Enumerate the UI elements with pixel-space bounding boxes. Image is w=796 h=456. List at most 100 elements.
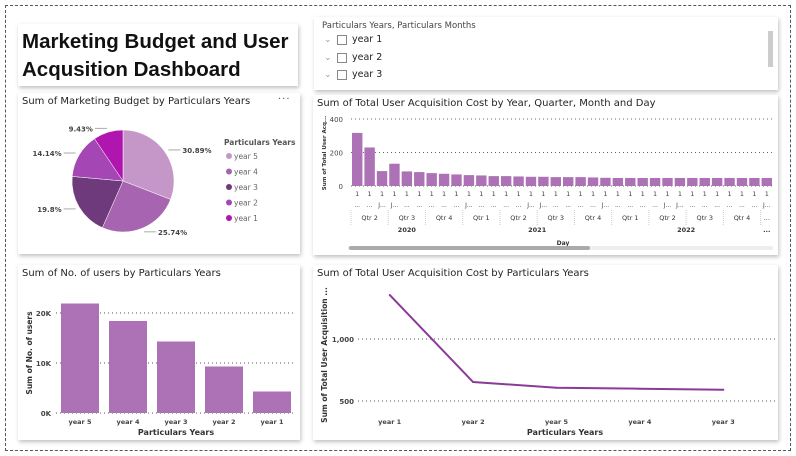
- data-point: [555, 386, 558, 389]
- legend-label: year 2: [234, 199, 258, 208]
- x-month-label: ...: [727, 202, 733, 209]
- line-chart: 500 1,000 year 1 year 2 year 5 year 4 year 3 Pa…: [320, 287, 775, 437]
- x-month-label: ...: [702, 202, 708, 209]
- legend-label: year 1: [234, 214, 258, 223]
- x-tick-label: year 3: [712, 418, 735, 426]
- bar: [687, 177, 698, 186]
- chevron-down-icon[interactable]: ⌄: [324, 69, 332, 80]
- time-bar-chart-panel: Sum of Total User Acquisition Cost by Ye…: [313, 95, 778, 255]
- pie-slice: [122, 129, 175, 200]
- bar: [761, 177, 772, 186]
- x-day-label: 1: [727, 190, 731, 198]
- x-day-label: 1: [752, 190, 756, 198]
- slicer-item-label: year 3: [352, 69, 383, 80]
- data-point: [638, 387, 641, 390]
- x-quarter-label: Qtr 3: [399, 214, 416, 222]
- more-options-icon[interactable]: ...: [278, 91, 291, 102]
- x-day-label: 1: [579, 190, 583, 198]
- x-tick-label: year 2: [462, 418, 485, 426]
- checkbox[interactable]: [337, 69, 347, 80]
- x-day-label: 1: [392, 190, 396, 198]
- slicer-item-year-1[interactable]: ⌄ year 1: [324, 34, 382, 45]
- bar: [612, 177, 624, 186]
- x-tick-label: year 5: [545, 418, 569, 426]
- data-point: [472, 381, 475, 384]
- legend-title: Particulars Years: [224, 138, 296, 147]
- x-quarter-label: Qtr 4: [585, 214, 602, 222]
- bar: [538, 176, 549, 186]
- bar: [749, 177, 760, 186]
- bar: [476, 175, 487, 186]
- x-day-label: 1: [492, 190, 496, 198]
- year-month-slicer[interactable]: Particulars Years, Particulars Months ⌄ y…: [314, 17, 778, 90]
- x-day-label: 1: [417, 190, 421, 198]
- x-quarter-label: Qtr 1: [622, 214, 639, 222]
- x-year-label: 2021: [528, 226, 547, 234]
- x-quarter-label: Qtr 4: [436, 214, 453, 222]
- checkbox[interactable]: [337, 34, 347, 45]
- y-tick-label: 200: [330, 150, 343, 158]
- y-tick-label: 20K: [36, 310, 52, 318]
- bar: [600, 177, 611, 186]
- x-day-label: 1: [603, 190, 607, 198]
- bar: [205, 366, 243, 413]
- slicer-scrollbar[interactable]: [768, 31, 773, 67]
- x-tick-label: year 2: [212, 418, 235, 426]
- x-day-label: 1: [591, 190, 595, 198]
- data-point: [722, 388, 725, 391]
- x-day-label: 1: [740, 190, 744, 198]
- y-tick-label: 0K: [41, 410, 52, 418]
- bar: [736, 177, 748, 186]
- x-month-label: J...: [390, 202, 399, 209]
- bar: [414, 172, 425, 186]
- pie-slice: [94, 129, 124, 182]
- x-quarter-label: Qtr 1: [473, 214, 490, 222]
- checkbox[interactable]: [337, 52, 347, 63]
- x-quarter-label: Qtr 2: [361, 214, 378, 222]
- x-month-label: ...: [689, 202, 695, 209]
- x-month-label: ...: [752, 202, 758, 209]
- legend-label: year 3: [234, 183, 258, 192]
- x-day-label: 1: [678, 190, 682, 198]
- chevron-down-icon[interactable]: ⌄: [324, 34, 332, 45]
- slicer-item-year-3[interactable]: ⌄ year 3: [324, 69, 382, 80]
- x-tick-label: year 3: [164, 418, 187, 426]
- x-day-label: 1: [653, 190, 657, 198]
- x-year-label: 2020: [398, 226, 417, 234]
- time-bar-chart: 0 200 400 1... 1... 1 J... 1 J... 1... 1... 1... 1..…: [322, 116, 773, 250]
- pie-slice: [71, 176, 124, 228]
- x-year-label: ...: [763, 226, 770, 234]
- x-quarter-label: Qtr 2: [510, 214, 527, 222]
- y-axis-title: Sum of Total User Acq...: [322, 116, 328, 190]
- x-day-label: 1: [467, 190, 471, 198]
- y-tick-label: 1,000: [332, 336, 354, 344]
- x-quarter-label: Qtr 4: [734, 214, 751, 222]
- x-day-label: 1: [765, 190, 769, 198]
- x-month-label: ...: [627, 202, 633, 209]
- x-day-label: 1: [430, 190, 434, 198]
- x-day-label: 1: [541, 190, 545, 198]
- x-month-label: ...: [441, 202, 447, 209]
- bar: [109, 321, 147, 413]
- bar: [587, 177, 599, 186]
- x-day-label: 1: [628, 190, 632, 198]
- bar: [649, 177, 661, 186]
- bar: [674, 177, 686, 186]
- legend-marker: [226, 199, 232, 206]
- x-month-label: J...: [663, 202, 672, 209]
- x-month-label: J...: [526, 202, 535, 209]
- bar: [451, 174, 462, 186]
- bar: [438, 173, 450, 186]
- x-month-label: ...: [404, 202, 410, 209]
- data-label: 14.14%: [33, 150, 62, 158]
- x-day-label: 1: [665, 190, 669, 198]
- x-day-label: 1: [690, 190, 694, 198]
- slicer-item-year-2[interactable]: ⌄ year 2: [324, 52, 382, 63]
- series-line: [388, 294, 724, 391]
- data-label: 9.43%: [69, 125, 93, 133]
- x-quarter-label: ...: [764, 214, 770, 222]
- x-month-label: ...: [354, 202, 360, 209]
- bar: [550, 177, 561, 186]
- chevron-down-icon[interactable]: ⌄: [324, 52, 332, 63]
- x-month-label: ...: [553, 202, 559, 209]
